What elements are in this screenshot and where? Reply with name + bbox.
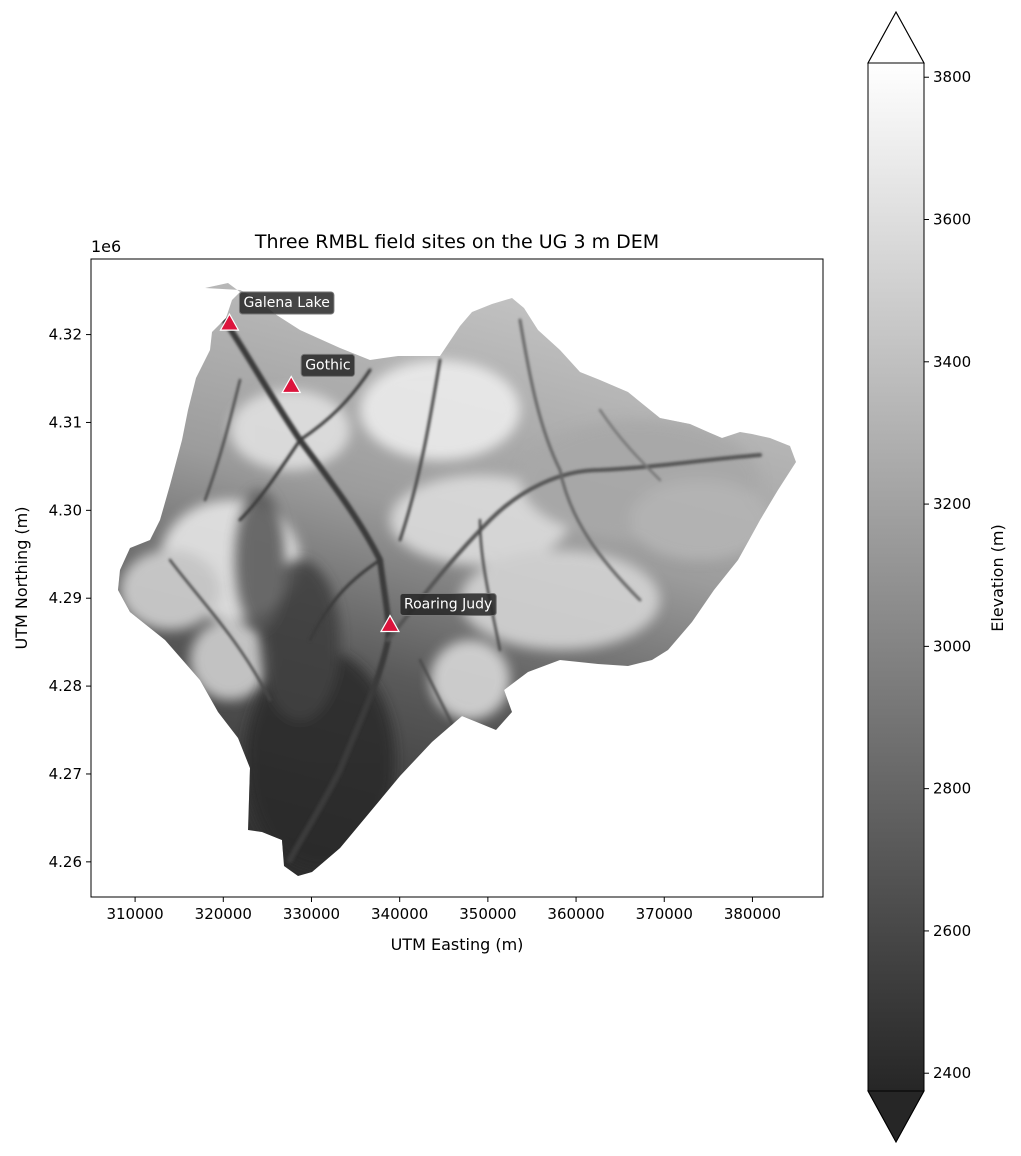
x-tick-label: 360000 <box>547 905 604 923</box>
colorbar-extend-high <box>867 10 925 64</box>
x-tick-label: 350000 <box>459 905 516 923</box>
site-label-box <box>238 291 335 315</box>
colorbar-outline <box>867 10 925 1144</box>
x-tick-label: 340000 <box>371 905 428 923</box>
x-tick-label: 380000 <box>724 905 781 923</box>
colorbar-tick-label: 3000 <box>933 637 971 655</box>
site-label: Galena Lake <box>238 291 335 315</box>
site-marker[interactable] <box>281 375 302 394</box>
sites-layer: Galena Lake Gothic Roaring Judy <box>219 291 497 633</box>
x-tick-label: 310000 <box>106 905 163 923</box>
y-axis-label: UTM Northing (m) <box>12 506 31 649</box>
y-tick-label: 4.29 <box>49 589 82 607</box>
site-label-box <box>300 353 356 377</box>
colorbar-tick-label: 2400 <box>933 1064 971 1082</box>
x-tick-label: 320000 <box>195 905 252 923</box>
y-tick-label: 4.30 <box>49 501 82 519</box>
site-marker[interactable] <box>379 614 400 633</box>
axes-border <box>90 258 824 898</box>
y-axis-ticks: 4.26 4.27 4.28 4.29 4.30 4.31 4.32 <box>49 326 91 871</box>
y-tick-label: 4.31 <box>49 413 82 431</box>
y-tick-label: 4.27 <box>49 765 82 783</box>
site-label-text: Gothic <box>305 357 350 373</box>
site-label-box <box>399 592 497 616</box>
site-label: Roaring Judy <box>399 592 497 616</box>
colorbar-tick-label: 3400 <box>933 353 971 371</box>
colorbar-tick-label: 2800 <box>933 780 971 798</box>
colorbar-tick-label: 3800 <box>933 68 971 86</box>
site-label-text: Galena Lake <box>243 295 329 311</box>
y-tick-label: 4.28 <box>49 677 82 695</box>
site-label: Gothic <box>300 353 356 377</box>
x-axis-label: UTM Easting (m) <box>391 935 524 954</box>
colorbar-label: Elevation (m) <box>988 524 1007 631</box>
colorbar-gradient <box>868 63 924 1091</box>
x-axis-ticks: 310000 320000 330000 340000 350000 360000 3700… <box>106 897 781 923</box>
colorbar-tick-label: 2600 <box>933 922 971 940</box>
site-marker[interactable] <box>219 312 240 331</box>
map-title: Three RMBL field sites on the UG 3 m DEM <box>254 231 659 253</box>
x-tick-label: 370000 <box>636 905 693 923</box>
x-tick-label: 330000 <box>283 905 340 923</box>
colorbar-tick-label: 3200 <box>933 495 971 513</box>
y-tick-label: 4.26 <box>49 853 82 871</box>
map-axes: Galena Lake Gothic Roaring Judy 310000 3200… <box>12 231 824 954</box>
y-axis-offset: 1e6 <box>91 237 121 256</box>
colorbar-extend-low <box>867 1090 925 1144</box>
y-tick-label: 4.32 <box>49 326 82 344</box>
site-label-text: Roaring Judy <box>404 596 492 612</box>
colorbar-ticks: 2400 2600 2800 3000 3200 3400 3600 3800 <box>924 68 971 1082</box>
colorbar: 2400 2600 2800 3000 3200 3400 3600 3800 Elevati… <box>867 10 1007 1144</box>
colorbar-tick-label: 3600 <box>933 211 971 229</box>
